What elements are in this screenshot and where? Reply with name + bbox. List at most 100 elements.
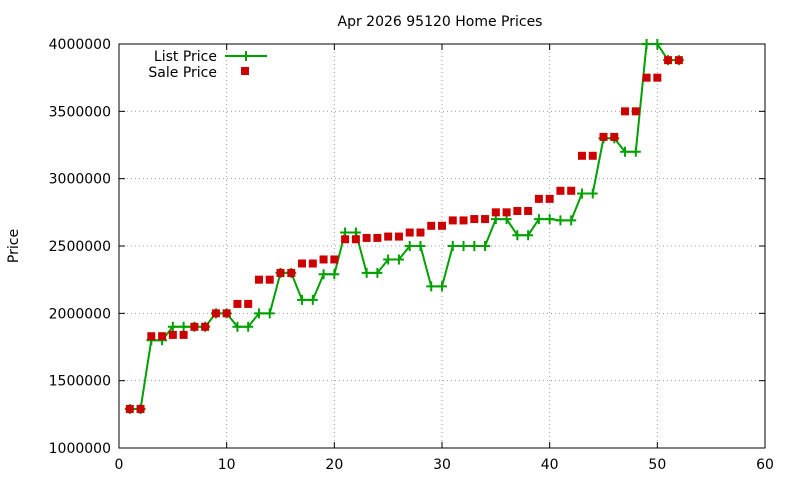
- point-list-price: [404, 241, 415, 251]
- y-tick-label: 1500000: [49, 374, 111, 390]
- point-list-price: [361, 267, 372, 278]
- point-sale-price: [470, 215, 479, 224]
- point-sale-price: [556, 186, 565, 195]
- point-sale-price: [491, 208, 500, 217]
- axis-ticks: [118, 43, 766, 449]
- point-sale-price: [664, 56, 673, 65]
- point-list-price: [469, 241, 480, 251]
- point-list-price: [393, 254, 404, 265]
- legend-label-sale-price: Sale Price: [148, 65, 217, 81]
- point-sale-price: [211, 309, 220, 318]
- point-list-price: [555, 215, 566, 226]
- point-sale-price: [448, 216, 457, 225]
- point-sale-price: [179, 330, 188, 339]
- point-sale-price: [341, 235, 350, 244]
- point-sale-price: [384, 232, 393, 241]
- y-tick-label: 2000000: [49, 306, 111, 322]
- point-list-price: [512, 230, 523, 241]
- point-sale-price: [158, 332, 167, 341]
- point-sale-price: [319, 255, 328, 264]
- point-list-price: [167, 321, 178, 332]
- point-list-price: [243, 321, 254, 332]
- point-list-price: [383, 254, 394, 265]
- series-layer: [124, 39, 684, 414]
- point-sale-price: [254, 275, 263, 284]
- point-list-price: [437, 281, 447, 292]
- point-sale-price: [244, 299, 253, 308]
- point-list-price: [641, 39, 652, 49]
- legend-marker-sale-price: [241, 67, 249, 75]
- point-sale-price: [233, 299, 242, 308]
- point-sale-price: [287, 268, 296, 277]
- point-sale-price: [459, 216, 468, 225]
- y-tick-label: 1000000: [49, 441, 111, 457]
- point-sale-price: [642, 73, 651, 82]
- point-list-price: [415, 241, 426, 251]
- point-sale-price: [599, 132, 608, 141]
- point-sale-price: [222, 309, 231, 318]
- point-sale-price: [610, 132, 619, 141]
- point-sale-price: [351, 235, 360, 244]
- point-sale-price: [136, 404, 145, 413]
- point-sale-price: [653, 73, 662, 82]
- chart-title: Apr 2026 95120 Home Prices: [338, 14, 543, 30]
- legend-marker-list-price: [241, 51, 251, 61]
- point-list-price: [576, 188, 587, 199]
- point-sale-price: [534, 194, 543, 203]
- point-list-price: [652, 39, 663, 49]
- point-list-price: [426, 281, 437, 292]
- x-tick-labels: 0 10 20 30 40 50 60: [115, 457, 774, 473]
- y-tick-label: 3500000: [49, 104, 111, 120]
- point-list-price: [253, 308, 264, 319]
- point-sale-price: [201, 322, 210, 331]
- y-tick-labels: 1000000 1500000 2000000 2500000 3000000 35000…: [49, 37, 111, 457]
- point-list-price: [587, 188, 598, 199]
- point-list-price: [447, 241, 458, 251]
- point-sale-price: [621, 107, 630, 116]
- point-list-price: [480, 241, 491, 251]
- point-sale-price: [438, 221, 446, 230]
- point-sale-price: [405, 228, 414, 237]
- series-sale-price: [125, 56, 683, 413]
- point-sale-price: [427, 221, 436, 230]
- point-sale-price: [265, 275, 274, 284]
- point-sale-price: [168, 330, 177, 339]
- point-sale-price: [545, 194, 554, 203]
- point-list-price: [372, 267, 383, 278]
- y-tick-label: 3000000: [49, 172, 111, 188]
- point-sale-price: [362, 233, 371, 242]
- point-sale-price: [330, 255, 339, 264]
- point-list-price: [318, 269, 329, 280]
- point-list-price: [232, 321, 243, 332]
- point-sale-price: [308, 259, 317, 268]
- legend-label-list-price: List Price: [154, 49, 217, 65]
- point-sale-price: [577, 151, 586, 160]
- point-sale-price: [416, 228, 425, 237]
- series-list-price: [124, 39, 684, 414]
- point-sale-price: [394, 232, 403, 241]
- y-tick-label: 2500000: [49, 239, 111, 255]
- legend: List Price Sale Price: [148, 49, 267, 81]
- point-sale-price: [588, 151, 597, 160]
- grid-lines: [119, 44, 765, 448]
- point-list-price: [533, 214, 544, 225]
- point-list-price: [523, 230, 534, 241]
- point-list-price: [264, 308, 275, 319]
- point-sale-price: [513, 206, 522, 215]
- point-sale-price: [125, 404, 134, 413]
- x-tick-label: 0: [115, 457, 124, 473]
- point-list-price: [307, 294, 318, 305]
- x-tick-label: 60: [756, 457, 774, 473]
- series-line-list-price: [129, 43, 679, 410]
- point-list-price: [329, 269, 340, 280]
- point-sale-price: [298, 259, 307, 268]
- point-list-price: [458, 241, 469, 251]
- x-tick-label: 40: [541, 457, 559, 473]
- point-sale-price: [373, 233, 382, 242]
- point-list-price: [297, 294, 308, 305]
- x-tick-label: 20: [325, 457, 343, 473]
- y-tick-label: 4000000: [49, 37, 111, 53]
- point-sale-price: [190, 322, 199, 331]
- x-tick-label: 10: [218, 457, 236, 473]
